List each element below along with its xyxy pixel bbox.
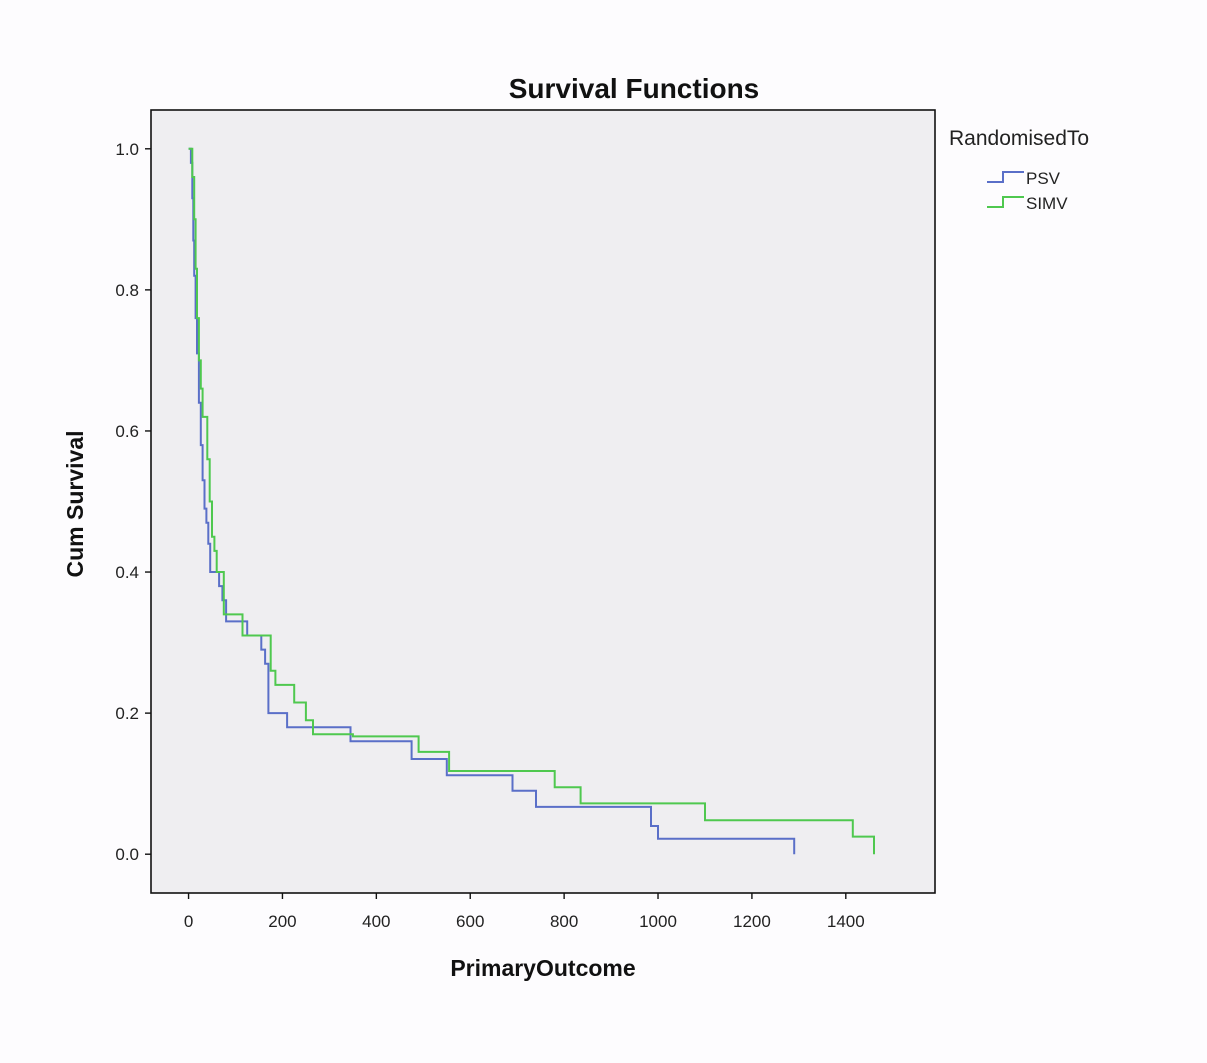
y-tick-label: 0.0: [115, 845, 139, 864]
series-layer: [188, 147, 875, 855]
y-tick-label: 0.2: [115, 704, 139, 723]
y-tick-label: 1.0: [115, 140, 139, 159]
x-tick-label: 600: [456, 912, 484, 931]
y-axis-title: Cum Survival: [62, 431, 88, 578]
series-simv-line: [188, 147, 875, 855]
x-axis-title: PrimaryOutcome: [450, 955, 635, 981]
x-tick-label: 1000: [639, 912, 677, 931]
plot-area: [150, 109, 936, 894]
x-tick-label: 200: [268, 912, 296, 931]
x-tick-label: 800: [550, 912, 578, 931]
legend-label-simv: SIMV: [1026, 194, 1068, 213]
x-tick-label: 1200: [733, 912, 771, 931]
x-tick-label: 400: [362, 912, 390, 931]
y-axis: 0.0 0.2 0.4 0.6 0.8 1.0: [115, 140, 151, 864]
x-tick-label: 1400: [827, 912, 865, 931]
legend-swatch-psv: [987, 171, 1024, 183]
y-tick-label: 0.4: [115, 563, 139, 582]
legend-label-psv: PSV: [1026, 169, 1061, 188]
chart-title: Survival Functions: [509, 73, 760, 104]
legend: RandomisedTo PSV SIMV: [949, 127, 1089, 213]
x-axis: 0 200 400 600 800 1000 1200 1400: [184, 893, 865, 931]
legend-title: RandomisedTo: [949, 127, 1089, 150]
y-tick-label: 0.8: [115, 281, 139, 300]
y-tick-label: 0.6: [115, 422, 139, 441]
series-psv-line: [188, 147, 796, 855]
x-tick-label: 0: [184, 912, 193, 931]
legend-swatch-simv: [987, 196, 1024, 208]
